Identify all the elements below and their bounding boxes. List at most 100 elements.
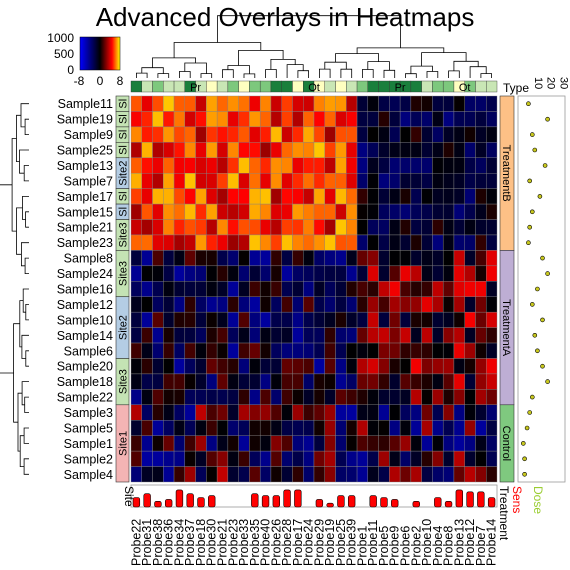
heatmap-cell (152, 203, 164, 220)
heatmap-cell (292, 188, 304, 205)
heatmap-cell (313, 342, 325, 359)
heatmap-cell (313, 311, 325, 328)
heatmap-cell (249, 142, 261, 158)
dose-panel: 10 20 30 (517, 77, 569, 483)
heatmap-cell (367, 111, 379, 128)
heatmap-cell (195, 234, 207, 251)
dendrogram-branch (367, 61, 390, 71)
heatmap-cell (335, 342, 347, 359)
heatmap-cell (367, 250, 379, 267)
heatmap-cell (432, 111, 444, 128)
heatmap-cell (324, 126, 336, 143)
heatmap-cell (313, 188, 325, 205)
column-label: Probe14 (485, 519, 499, 566)
heatmap-cell (346, 250, 358, 267)
heatmap-cell (410, 296, 422, 313)
heatmap-cell (249, 250, 261, 267)
heatmap-cell (216, 404, 229, 421)
heatmap-cell (453, 265, 465, 282)
heatmap-cell (281, 296, 293, 313)
heatmap-cell (216, 327, 229, 344)
row-label: Sample19 (57, 113, 113, 127)
column-label: Probe17 (291, 519, 305, 566)
heatmap-cell (130, 404, 142, 421)
type-cell (346, 80, 358, 93)
dose-point (532, 147, 538, 153)
heatmap-cell (249, 95, 261, 112)
dendrogram-branch (421, 52, 467, 67)
heatmap-cell (389, 358, 401, 375)
heatmap-cell (130, 435, 142, 452)
heatmap-cell (335, 265, 347, 282)
heatmap-cell (356, 142, 369, 158)
dose-point (524, 425, 530, 431)
heatmap-cell (206, 95, 218, 112)
dendrogram-branch (13, 323, 20, 423)
heatmap-cell (249, 466, 261, 483)
heatmap-cell (303, 358, 315, 375)
type-group-label: Pr (395, 82, 406, 94)
heatmap-cell (184, 404, 196, 421)
heatmap-cell (432, 219, 444, 236)
heatmap-cell (259, 281, 272, 297)
heatmap-cell (346, 466, 358, 483)
heatmap-cell (173, 311, 186, 328)
heatmap-cell (130, 342, 142, 359)
heatmap-cell (206, 466, 218, 483)
heatmap-cell (313, 435, 325, 452)
heatmap-cell (421, 234, 433, 251)
heatmap-cell (464, 95, 476, 112)
heatmap-cell (281, 157, 293, 174)
heatmap-cell (367, 435, 379, 452)
heatmap-cell (346, 265, 358, 282)
heatmap-cell (292, 111, 304, 128)
heatmap-cell (184, 389, 196, 405)
heatmap-cell (292, 450, 304, 467)
dendrogram-branch (297, 70, 309, 78)
heatmap-cell (356, 435, 369, 452)
heatmap-cell (486, 157, 498, 174)
heatmap-cell (206, 219, 218, 236)
heatmap-cell (356, 420, 369, 436)
heatmap-cell (442, 219, 455, 236)
sens-bar (347, 495, 356, 508)
dendrogram-branch (19, 435, 25, 467)
heatmap-cell (421, 373, 433, 390)
column-label: Probe31 (140, 519, 154, 566)
heatmap-cell (163, 203, 175, 220)
heatmap-cell (292, 358, 304, 375)
heatmap-cell (475, 219, 487, 236)
heatmap-cell (152, 450, 164, 467)
type-cell (486, 80, 498, 93)
heatmap-cell (356, 450, 369, 467)
heatmap-cell (399, 157, 412, 174)
dendrogram-branch (23, 165, 29, 182)
heatmap-cell (216, 450, 229, 467)
heatmap-cell (399, 389, 412, 405)
heatmap-cell (270, 203, 282, 220)
heatmap-cell (216, 234, 229, 251)
heatmap-cell (421, 450, 433, 467)
heatmap-cell (389, 265, 401, 282)
heatmap-cell (356, 111, 369, 128)
heatmap-cell (367, 234, 379, 251)
heatmap-cell (356, 327, 369, 344)
row-label: Sample2 (64, 452, 113, 466)
column-label: Probe19 (323, 519, 337, 566)
heatmap-cell (141, 250, 153, 267)
heatmap-cell (367, 296, 379, 313)
heatmap-cell (410, 111, 422, 128)
dendrogram-branch (469, 66, 487, 78)
heatmap-cell (184, 296, 196, 313)
heatmap-cell (173, 234, 186, 251)
sens-bar (369, 495, 377, 508)
dendrogram-branch (16, 114, 21, 162)
dendrogram-branch (426, 71, 439, 78)
heatmap-cell (270, 373, 282, 390)
heatmap-cell (475, 111, 487, 128)
heatmap-cell (313, 95, 325, 112)
treatment-annotation-bar: TreatmentB TreatmentA Control (499, 95, 515, 483)
heatmap-cell (184, 234, 196, 251)
type-cell (163, 80, 175, 93)
heatmap-cell (227, 450, 239, 467)
